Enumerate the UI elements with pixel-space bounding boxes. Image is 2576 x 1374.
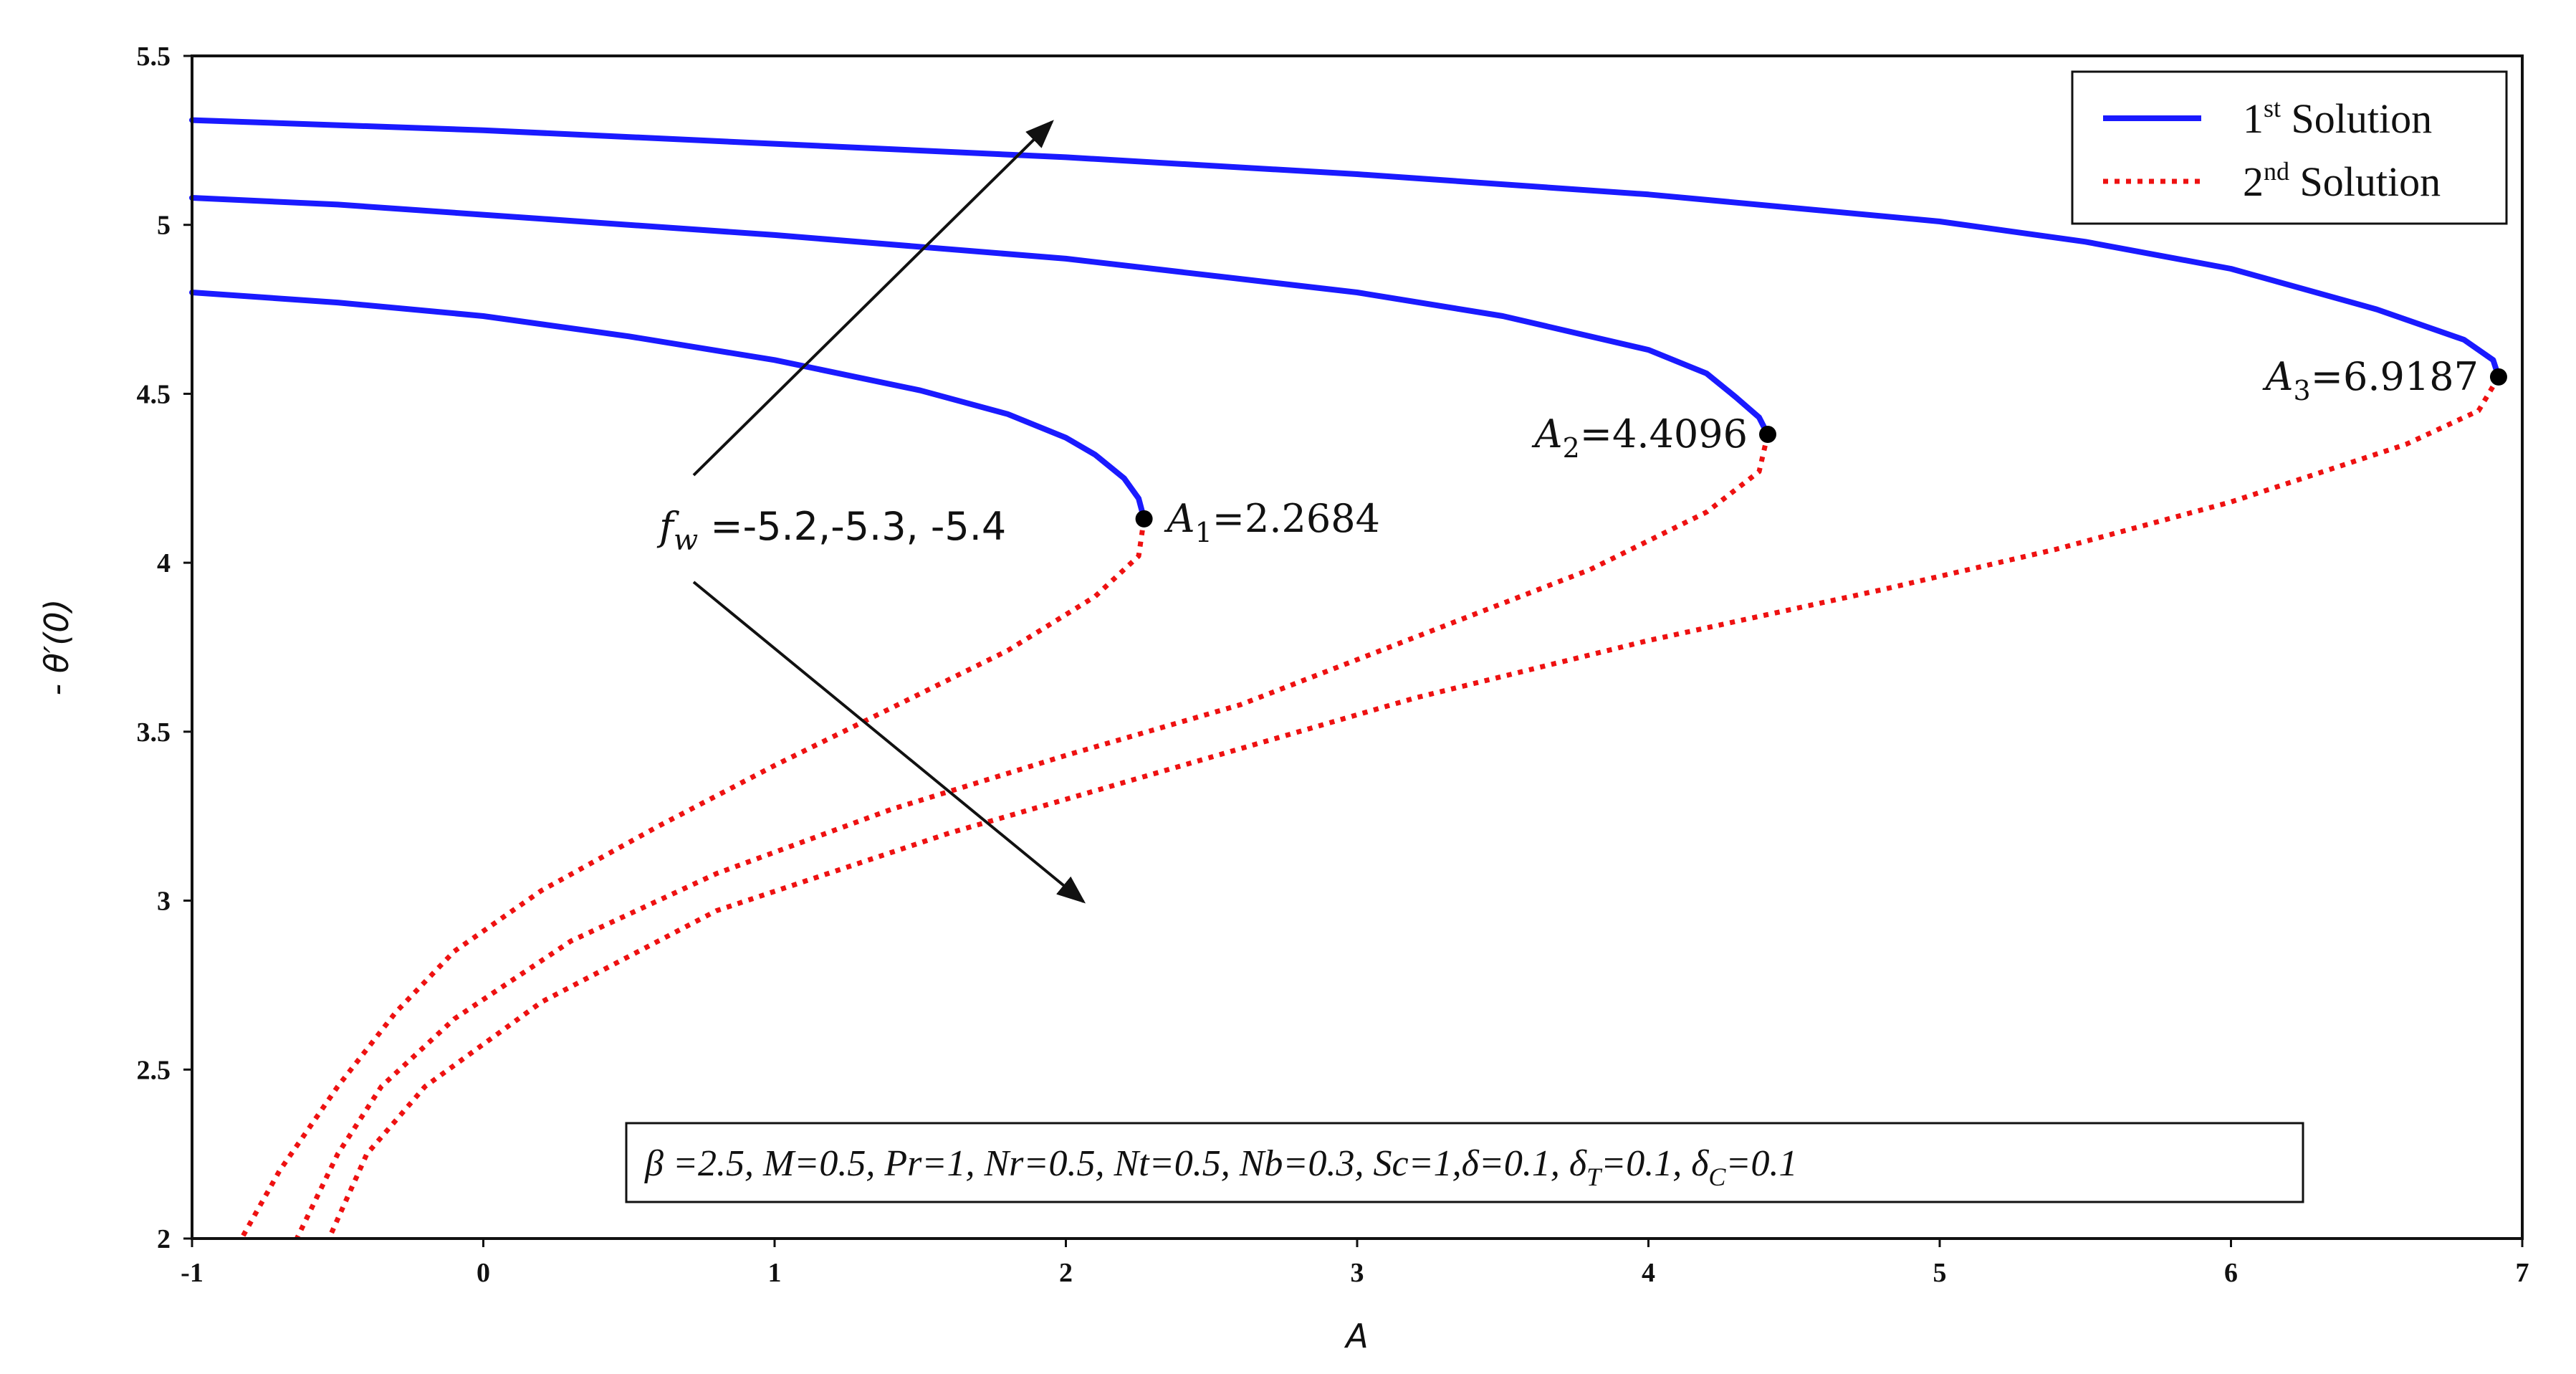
x-axis-label: A	[1344, 1317, 1368, 1355]
critical-var: A	[1531, 411, 1563, 457]
arrow-up	[692, 120, 1054, 477]
critical-point-2	[1759, 426, 1777, 443]
critical-sub: 3	[2294, 375, 2311, 406]
y-tick-label: 3	[157, 887, 171, 917]
first-solution-curve-3	[189, 117, 2501, 380]
axis-ticks: -1 0 1 2 3 4 5 6 7 2 2.5 3 3.5 4 4.5 5 5.5	[137, 42, 2529, 1288]
fw-label: fw =-5.2,-5.3, -5.4	[656, 504, 1006, 557]
x-tick-label: 2	[1059, 1258, 1073, 1288]
second-solution-curve-2	[295, 434, 1771, 1240]
x-tick-label: 6	[2224, 1258, 2238, 1288]
params-box	[625, 1122, 2304, 1203]
y-tick-label: 2	[157, 1224, 171, 1254]
critical-label-2: A2=4.4096	[1531, 411, 1748, 464]
critical-value: =2.2684	[1212, 496, 1380, 541]
y-tick-label: 4.5	[137, 379, 171, 409]
critical-point-1	[1135, 510, 1153, 528]
first-solution-curve-2	[189, 195, 1771, 437]
parameter-box: β =2.5, M=0.5, Pr=1, Nr=0.5, Nt=0.5, Nb=…	[625, 1122, 2304, 1203]
legend-label-1: 1st Solution	[2243, 94, 2432, 142]
fw-annotation: fw =-5.2,-5.3, -5.4	[656, 504, 1006, 557]
y-tick-label: 5	[157, 211, 171, 241]
x-tick-label: 5	[1933, 1258, 1947, 1288]
critical-sub: 1	[1195, 517, 1212, 548]
y-tick-label: 2.5	[137, 1055, 171, 1085]
critical-point-3	[2489, 368, 2507, 386]
x-tick-label: -1	[181, 1258, 204, 1288]
x-tick-label: 1	[768, 1258, 782, 1288]
critical-label-3: A3=6.9187	[2262, 354, 2479, 406]
x-tick-label: 3	[1351, 1258, 1364, 1288]
legend: 1st Solution 2nd Solution	[2071, 70, 2508, 225]
x-tick-label: 0	[477, 1258, 490, 1288]
x-tick-label: 4	[1642, 1258, 1655, 1288]
y-axis-label: - θ′(0)	[37, 599, 76, 696]
critical-sub: 2	[1563, 432, 1580, 464]
critical-label-1: A1=2.2684	[1164, 496, 1380, 548]
x-tick-label: 7	[2516, 1258, 2529, 1288]
y-tick-label: 5.5	[137, 42, 171, 72]
critical-value: =6.9187	[2311, 354, 2479, 399]
plot-frame	[191, 54, 2524, 1240]
y-tick-label: 4	[157, 548, 171, 578]
curves-layer	[189, 117, 2501, 1240]
y-tick-label: 3.5	[137, 717, 171, 748]
arrow-down	[692, 581, 1086, 904]
critical-value: =4.4096	[1580, 411, 1748, 457]
second-solution-curve-1	[239, 518, 1147, 1240]
fw-arrows	[692, 120, 1086, 904]
params-text: β =2.5, M=0.5, Pr=1, Nr=0.5, Nt=0.5, Nb=…	[644, 1143, 1798, 1191]
first-solution-curve-1	[189, 290, 1147, 522]
critical-var: A	[2262, 354, 2294, 399]
legend-box	[2071, 70, 2508, 225]
critical-var: A	[1164, 496, 1195, 541]
second-solution-curve-3	[326, 376, 2501, 1240]
legend-label-2: 2nd Solution	[2243, 157, 2441, 205]
